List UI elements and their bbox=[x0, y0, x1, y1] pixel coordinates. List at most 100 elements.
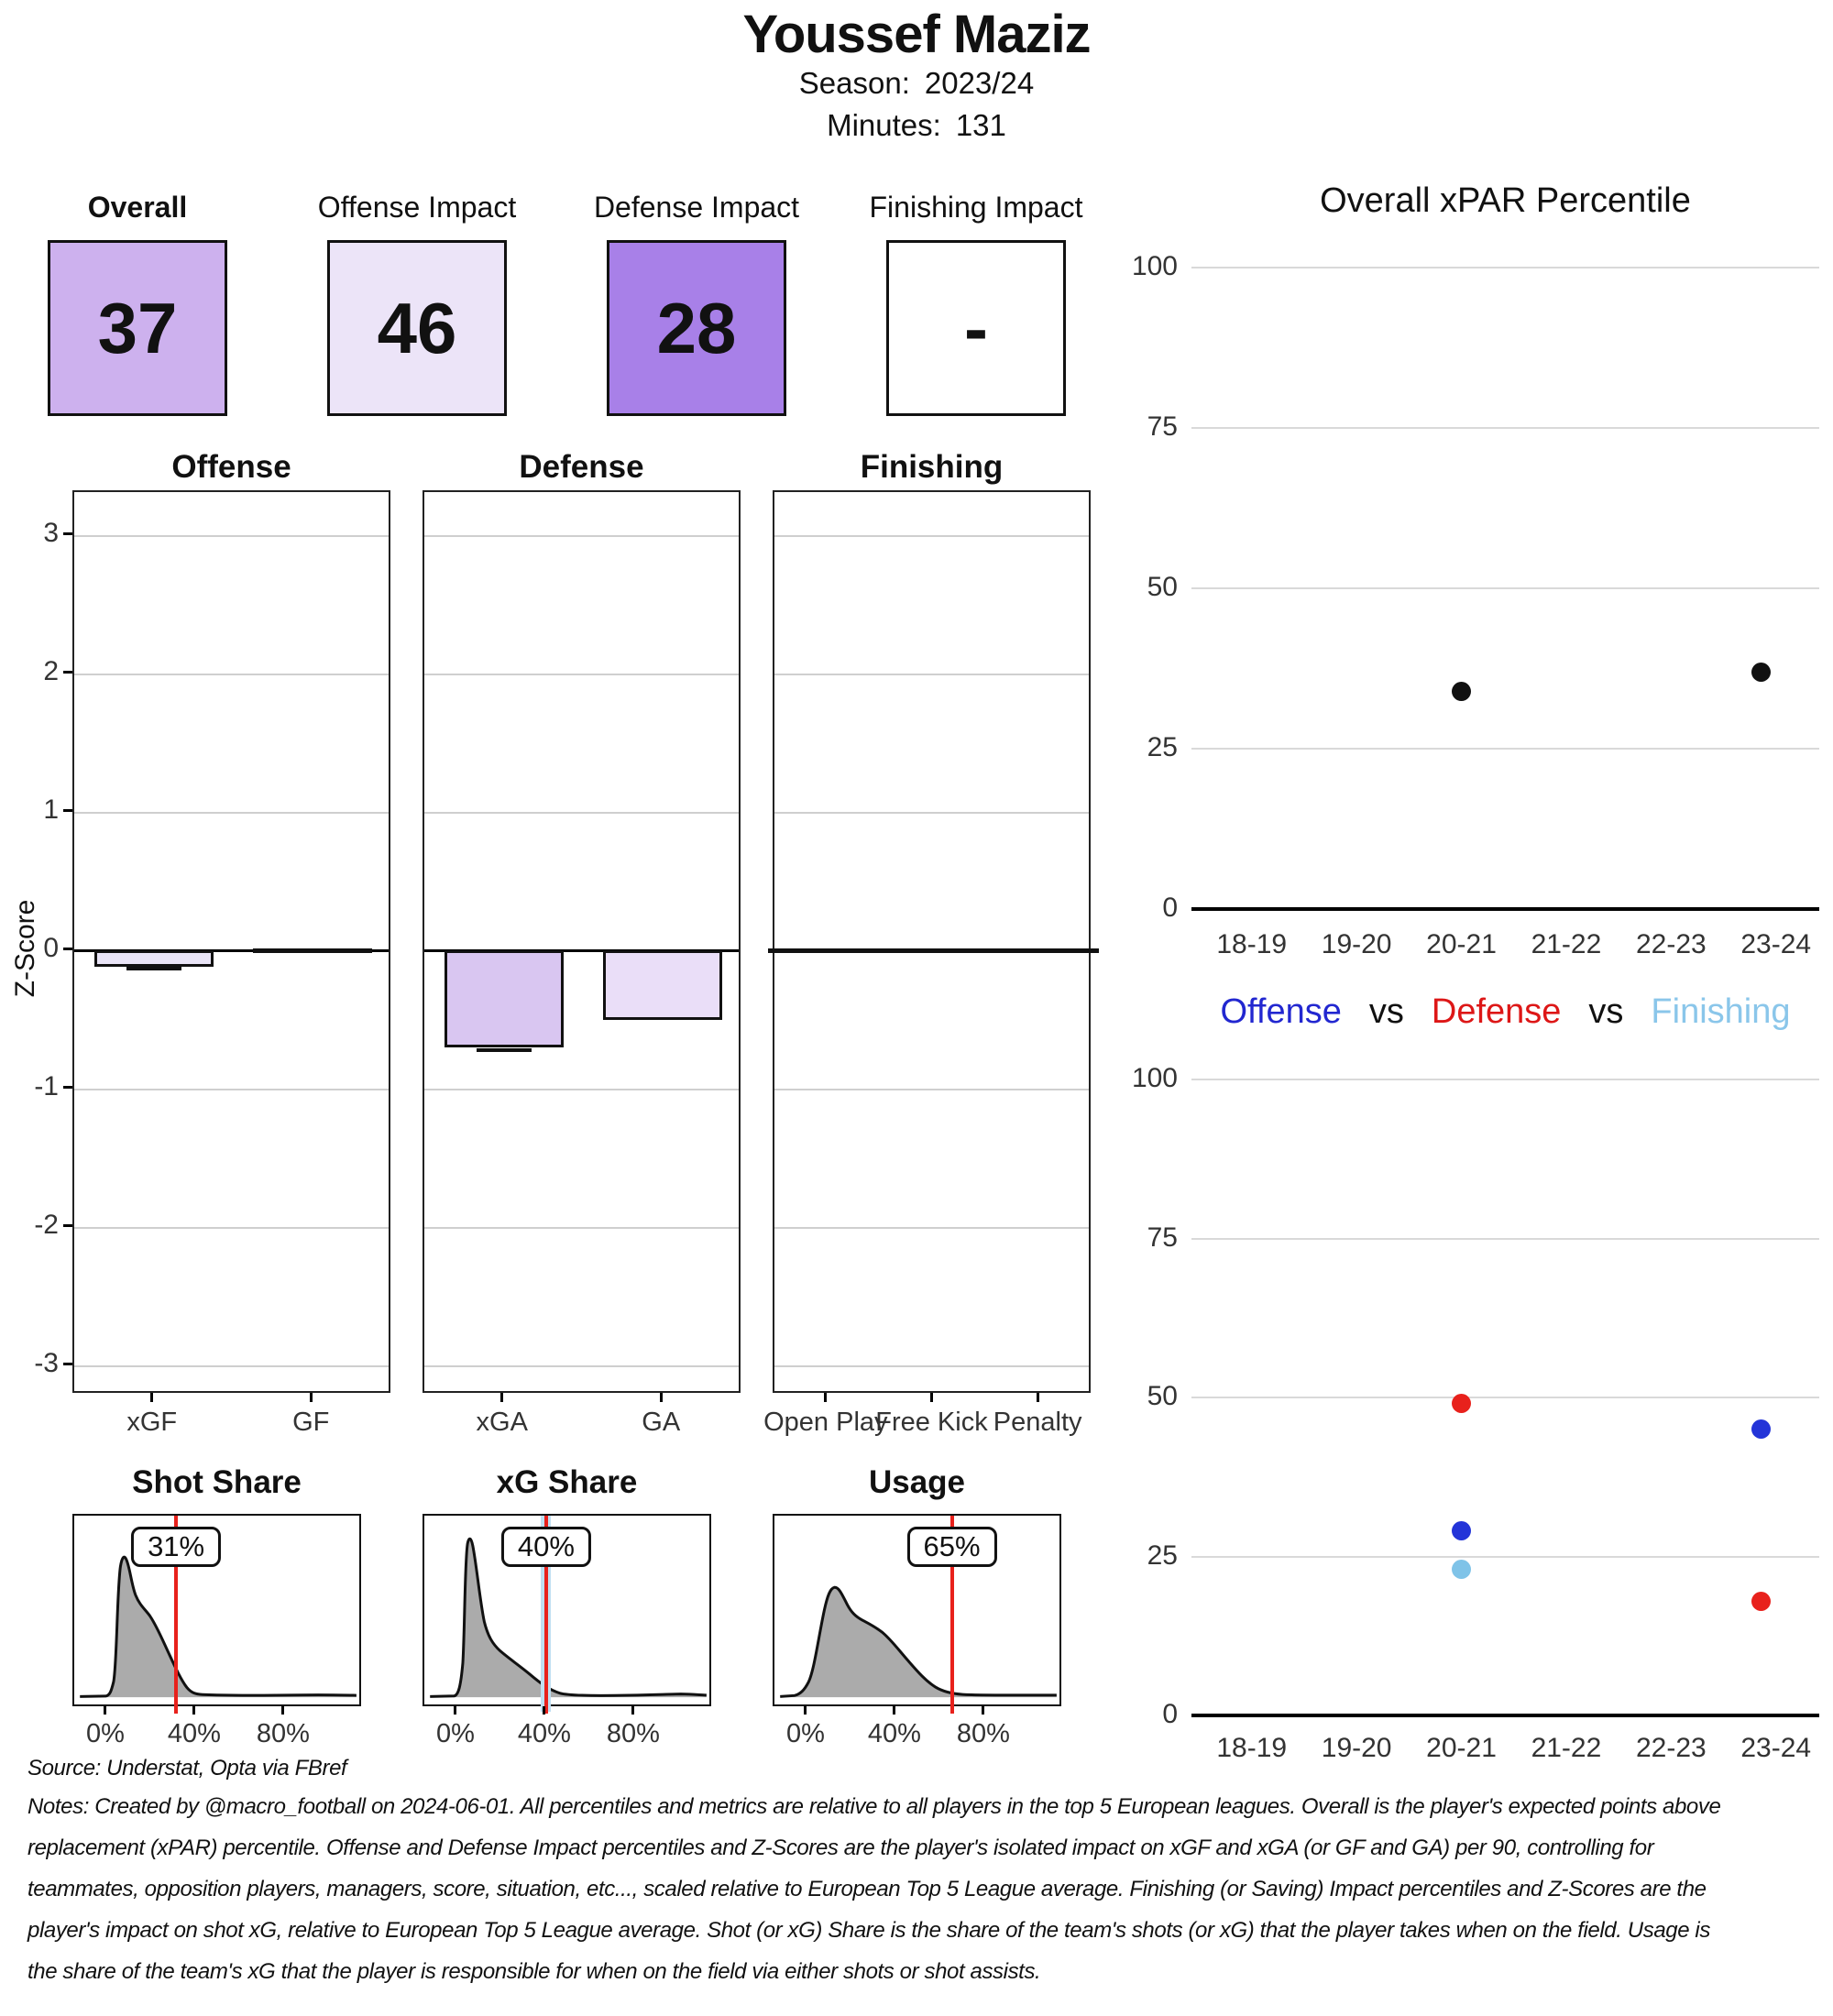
impact-scatter-gridline bbox=[1191, 1397, 1819, 1398]
minutes-label: Minutes: bbox=[827, 108, 941, 142]
zscore-category-label: xGA bbox=[476, 1408, 528, 1437]
xpar-scatter-ytick-label: 0 bbox=[1162, 893, 1178, 923]
density-axis-tick bbox=[192, 1706, 196, 1715]
legend-item: Offense bbox=[1220, 992, 1342, 1031]
density-curve bbox=[74, 1516, 359, 1704]
impact-scatter-gridline bbox=[1191, 1714, 1819, 1717]
xpar-scatter-ytick-label: 100 bbox=[1131, 251, 1178, 281]
impact-scatter-xtick-label: 23-24 bbox=[1740, 1733, 1812, 1763]
density-value-badge: 40% bbox=[500, 1527, 591, 1567]
density-tick-label: 40% bbox=[517, 1719, 571, 1748]
xpar-scatter-xtick-label: 23-24 bbox=[1740, 929, 1812, 959]
zscore-ytick-label: 3 bbox=[43, 518, 59, 548]
zscore-axis-tick bbox=[930, 1393, 933, 1402]
xpar-scatter-xtick-label: 22-23 bbox=[1635, 929, 1707, 959]
xpar-scatter-gridline bbox=[1191, 748, 1819, 750]
impact-card-label: Overall bbox=[87, 191, 188, 224]
zscore-gridline bbox=[74, 1089, 389, 1090]
zscore-axis-tick bbox=[500, 1393, 504, 1402]
footer-note-line: teammates, opposition players, managers,… bbox=[27, 1877, 1707, 1901]
xpar-scatter-gridline bbox=[1191, 267, 1819, 268]
xpar-scatter-gridline bbox=[1191, 427, 1819, 429]
zscore-ytick-label: -1 bbox=[34, 1071, 59, 1101]
impact-scatter-point bbox=[1452, 1521, 1472, 1541]
impact-scatter-xtick-label: 20-21 bbox=[1426, 1733, 1497, 1763]
impact-card-box: 28 bbox=[607, 240, 786, 416]
legend-item: Defense bbox=[1431, 992, 1562, 1031]
legend-item: vs bbox=[1588, 992, 1624, 1031]
impact-scatter-xtick-label: 18-19 bbox=[1216, 1733, 1288, 1763]
zscore-ytick-mark bbox=[63, 1363, 72, 1365]
zscore-gridline bbox=[774, 1089, 1089, 1090]
zscore-axis-tick bbox=[150, 1393, 154, 1402]
zscore-category-label: GA bbox=[642, 1408, 681, 1437]
density-tick-label: 80% bbox=[606, 1719, 660, 1748]
zscore-gridline bbox=[74, 812, 389, 814]
zscore-gridline bbox=[774, 1365, 1089, 1367]
zscore-panel bbox=[423, 490, 741, 1393]
footer-note-line: player's impact on shot xG, relative to … bbox=[27, 1918, 1710, 1943]
density-title: Shot Share bbox=[132, 1464, 302, 1500]
xpar-scatter-title: Overall xPAR Percentile bbox=[1320, 181, 1691, 220]
zscore-gridline bbox=[74, 1227, 389, 1229]
zscore-zero-bar bbox=[253, 948, 373, 953]
zscore-gridline bbox=[74, 535, 389, 537]
legend-item: Finishing bbox=[1651, 992, 1791, 1031]
impact-card-box: 46 bbox=[327, 240, 507, 416]
zscore-axis-tick bbox=[1036, 1393, 1039, 1402]
density-axis-tick bbox=[804, 1706, 807, 1715]
page-title: Youssef Maziz bbox=[742, 5, 1091, 64]
density-tick-label: 80% bbox=[956, 1719, 1010, 1748]
impact-scatter-xtick-label: 22-23 bbox=[1635, 1733, 1707, 1763]
impact-card-label: Offense Impact bbox=[317, 191, 517, 224]
season-line: Season: 2023/24 bbox=[0, 66, 1833, 101]
impact-scatter-ytick-label: 100 bbox=[1131, 1063, 1178, 1093]
density-value-badge: 31% bbox=[131, 1527, 222, 1567]
zscore-axis-tick bbox=[309, 1393, 313, 1402]
xpar-scatter-xtick-label: 18-19 bbox=[1216, 929, 1288, 959]
zscore-panel-title: Offense bbox=[171, 449, 291, 485]
zscore-panel bbox=[72, 490, 390, 1393]
xpar-scatter-ytick-label: 25 bbox=[1147, 732, 1178, 762]
density-axis-tick bbox=[281, 1706, 285, 1715]
impact-card-label: Finishing Impact bbox=[869, 191, 1083, 224]
density-axis-tick bbox=[631, 1706, 635, 1715]
zscore-gridline bbox=[74, 1365, 389, 1367]
density-value-badge: 65% bbox=[906, 1527, 997, 1567]
zscore-bar bbox=[93, 950, 214, 968]
xpar-scatter-ytick-label: 50 bbox=[1147, 572, 1178, 602]
zscore-gridline bbox=[774, 535, 1089, 537]
zscore-ytick-label: -3 bbox=[34, 1348, 59, 1378]
zscore-ytick-label: -2 bbox=[34, 1210, 59, 1240]
zscore-panel-title: Finishing bbox=[860, 449, 1004, 485]
zscore-axis-tick bbox=[659, 1393, 663, 1402]
legend-item: vs bbox=[1368, 992, 1404, 1031]
density-tick-label: 40% bbox=[867, 1719, 921, 1748]
zscore-panel-title: Defense bbox=[519, 449, 644, 485]
impact-scatter-ytick-label: 0 bbox=[1162, 1699, 1178, 1729]
zscore-ytick-label: 1 bbox=[43, 794, 59, 825]
density-curve bbox=[424, 1516, 709, 1704]
source-note: Source: Understat, Opta via FBref bbox=[27, 1756, 347, 1780]
impact-scatter-gridline bbox=[1191, 1555, 1819, 1558]
xpar-scatter-point bbox=[1751, 662, 1772, 682]
impact-scatter-point bbox=[1751, 1419, 1772, 1440]
xpar-scatter-xtick-label: 21-22 bbox=[1531, 929, 1602, 959]
density-tick-label: 80% bbox=[256, 1719, 310, 1748]
density-title: Usage bbox=[868, 1464, 966, 1500]
zscore-category-label: Penalty bbox=[993, 1408, 1082, 1437]
zscore-ytick-mark bbox=[63, 948, 72, 950]
density-axis-tick bbox=[454, 1706, 457, 1715]
xpar-scatter-gridline bbox=[1191, 907, 1819, 911]
season-label: Season: bbox=[798, 66, 910, 100]
impact-scatter-gridline bbox=[1191, 1237, 1819, 1240]
impact-card-value: 37 bbox=[97, 287, 178, 368]
zscore-gridline bbox=[74, 674, 389, 675]
density-marker-line bbox=[949, 1516, 954, 1714]
density-axis-tick bbox=[982, 1706, 985, 1715]
density-title: xG Share bbox=[496, 1464, 638, 1500]
density-panel: 40% bbox=[423, 1514, 711, 1714]
zscore-gridline bbox=[424, 674, 739, 675]
zscore-category-label: GF bbox=[292, 1408, 330, 1437]
